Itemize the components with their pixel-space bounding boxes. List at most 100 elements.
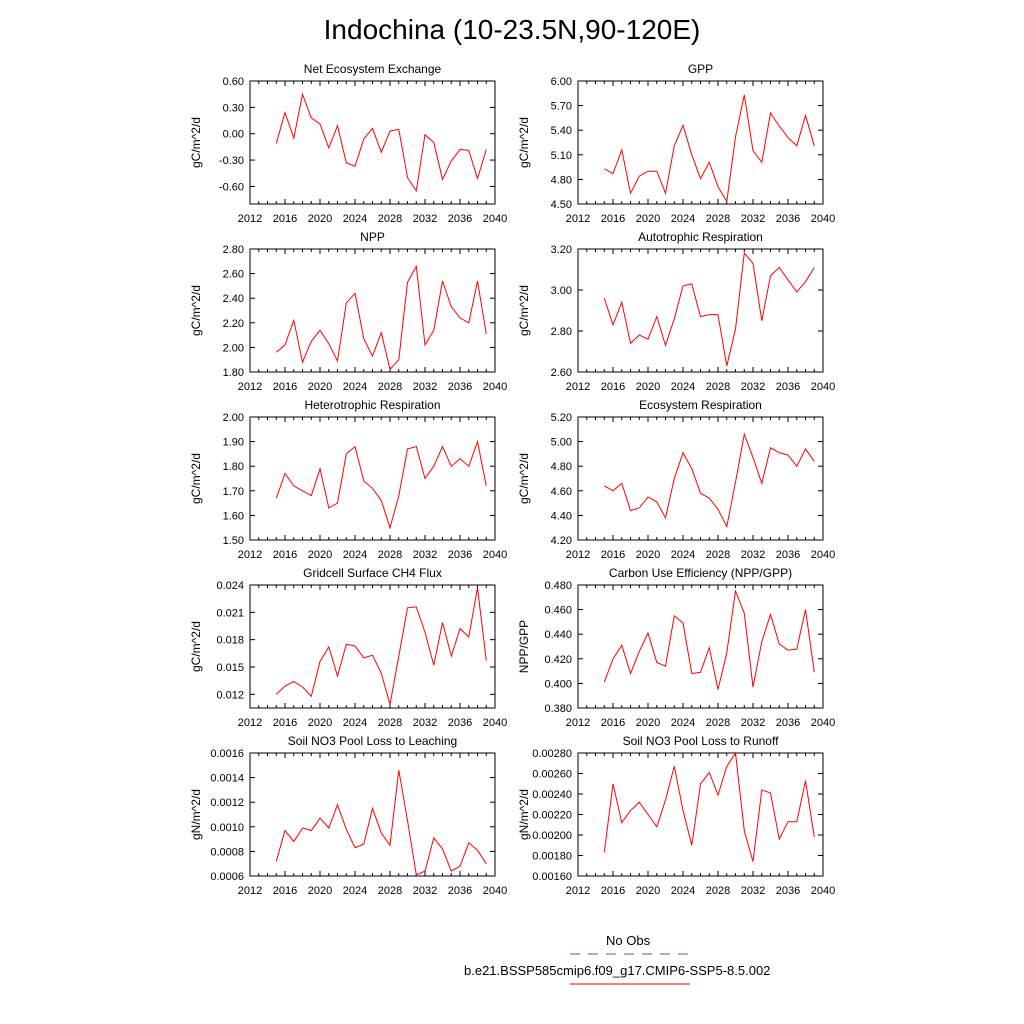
chart-7-xtick-label: 2012 — [238, 717, 262, 729]
chart-9-ylabel: gN/m^2/d — [189, 789, 203, 840]
chart-8-ytick-label: 0.480 — [544, 580, 572, 592]
chart-5-xtick-label: 2028 — [378, 549, 402, 561]
chart-9-xtick-label: 2012 — [238, 885, 262, 897]
chart-10-ytick-label: 0.00280 — [532, 748, 572, 760]
chart-10-ytick-label: 0.00240 — [532, 789, 572, 801]
chart-5-ytick-label: 1.50 — [223, 535, 244, 547]
chart-6-xtick-label: 2032 — [741, 549, 765, 561]
chart-9-xtick-label: 2016 — [273, 885, 297, 897]
chart-2-ytick-label: 5.70 — [551, 101, 572, 113]
chart-1-xtick-label: 2020 — [308, 213, 332, 225]
chart-4-xtick-label: 2024 — [671, 381, 695, 393]
chart-4-ytick-label: 2.60 — [551, 367, 572, 379]
chart-8-xtick-label: 2016 — [601, 717, 625, 729]
chart-1-ylabel: gC/m^2/d — [189, 117, 203, 168]
chart-4-xtick-label: 2036 — [776, 381, 800, 393]
chart-3-ylabel: gC/m^2/d — [189, 285, 203, 336]
chart-8-title: Carbon Use Efficiency (NPP/GPP) — [609, 566, 792, 580]
chart-8-ytick-label: 0.380 — [544, 703, 572, 715]
chart-4-ytick-label: 3.00 — [551, 285, 572, 297]
chart-1-xtick-label: 2024 — [343, 213, 367, 225]
chart-10-ytick-label: 0.00180 — [532, 851, 572, 863]
chart-10-ytick-label: 0.00220 — [532, 810, 572, 822]
chart-6-ytick-label: 4.60 — [551, 486, 572, 498]
chart-6-xtick-label: 2040 — [811, 549, 835, 561]
chart-7-ytick-label: 0.012 — [216, 689, 244, 701]
chart-2-frame — [577, 80, 824, 205]
legend-obs-label: No Obs — [606, 933, 651, 948]
chart-3-xtick-label: 2040 — [483, 381, 507, 393]
chart-2-ylabel: gC/m^2/d — [517, 117, 531, 168]
chart-3-ytick-label: 2.80 — [223, 244, 244, 256]
chart-5-xtick-label: 2012 — [238, 549, 262, 561]
chart-9-frame — [249, 752, 496, 877]
chart-6-xtick-label: 2012 — [566, 549, 590, 561]
chart-1-ytick-label: 0.00 — [223, 129, 244, 141]
legend-model-label: b.e21.BSSP585cmip6.f09_g17.CMIP6-SSP5-8.… — [464, 963, 771, 978]
chart-10-ytick-label: 0.00160 — [532, 871, 572, 883]
chart-3-xtick-label: 2032 — [413, 381, 437, 393]
chart-6-xtick-label: 2020 — [636, 549, 660, 561]
chart-7-ytick-label: 0.015 — [216, 662, 244, 674]
chart-8-ytick-label: 0.420 — [544, 654, 572, 666]
chart-2-xtick-label: 2040 — [811, 213, 835, 225]
chart-5-xtick-label: 2032 — [413, 549, 437, 561]
chart-7-xtick-label: 2028 — [378, 717, 402, 729]
chart-8-ylabel: NPP/GPP — [517, 620, 531, 673]
chart-2-xtick-label: 2032 — [741, 213, 765, 225]
chart-1-xtick-label: 2028 — [378, 213, 402, 225]
chart-4-xtick-label: 2012 — [566, 381, 590, 393]
chart-10-series-line — [603, 751, 815, 862]
chart-8-ytick-label: 0.400 — [544, 678, 572, 690]
chart-5-xtick-label: 2016 — [273, 549, 297, 561]
chart-9-title: Soil NO3 Pool Loss to Leaching — [288, 734, 457, 748]
chart-4-frame — [577, 248, 824, 373]
chart-2-xtick-label: 2036 — [776, 213, 800, 225]
chart-10-xtick-label: 2020 — [636, 885, 660, 897]
chart-1-ytick-label: 0.30 — [223, 102, 244, 114]
chart-10-ylabel: gN/m^2/d — [517, 789, 531, 840]
page-title: Indochina (10-23.5N,90-120E) — [323, 14, 701, 45]
chart-9-ytick-label: 0.0016 — [210, 748, 244, 760]
chart-9-xtick-label: 2040 — [483, 885, 507, 897]
chart-10-xtick-label: 2040 — [811, 885, 835, 897]
chart-5-frame — [249, 416, 496, 541]
chart-6-xtick-label: 2028 — [706, 549, 730, 561]
chart-9-ytick-label: 0.0006 — [210, 871, 244, 883]
legend-obs-line — [570, 953, 690, 955]
chart-10-xtick-label: 2036 — [776, 885, 800, 897]
chart-1-title: Net Ecosystem Exchange — [304, 62, 442, 76]
chart-3-title: NPP — [360, 230, 385, 244]
chart-7-xtick-label: 2016 — [273, 717, 297, 729]
chart-5-ytick-label: 1.80 — [223, 461, 244, 473]
chart-4-xtick-label: 2016 — [601, 381, 625, 393]
chart-9-series-line — [275, 770, 487, 876]
chart-8-xtick-label: 2028 — [706, 717, 730, 729]
chart-1-frame — [249, 80, 496, 205]
chart-1-series-line — [275, 92, 487, 193]
chart-5-xtick-label: 2036 — [448, 549, 472, 561]
chart-2-ytick-label: 4.50 — [551, 199, 572, 211]
chart-2-ytick-label: 5.10 — [551, 150, 572, 162]
chart-7-frame — [249, 584, 496, 709]
chart-10-ytick-label: 0.00200 — [532, 830, 572, 842]
chart-9-xtick-label: 2036 — [448, 885, 472, 897]
chart-10-xtick-label: 2016 — [601, 885, 625, 897]
chart-5-xtick-label: 2024 — [343, 549, 367, 561]
chart-4-title: Autotrophic Respiration — [638, 230, 763, 244]
chart-2-ytick-label: 6.00 — [551, 76, 572, 88]
chart-8-series-line — [603, 589, 815, 690]
chart-6-ytick-label: 4.80 — [551, 461, 572, 473]
chart-2-title: GPP — [688, 62, 713, 76]
chart-6-xtick-label: 2024 — [671, 549, 695, 561]
chart-6-ytick-label: 5.00 — [551, 437, 572, 449]
chart-3-ytick-label: 2.00 — [223, 342, 244, 354]
chart-3-ytick-label: 2.20 — [223, 318, 244, 330]
chart-7-ytick-label: 0.024 — [216, 580, 244, 592]
chart-7-series-line — [275, 587, 487, 705]
chart-3-frame — [249, 248, 496, 373]
chart-10-frame — [577, 752, 824, 877]
chart-8-ytick-label: 0.460 — [544, 605, 572, 617]
chart-4-series-line — [603, 251, 815, 367]
chart-8-xtick-label: 2020 — [636, 717, 660, 729]
